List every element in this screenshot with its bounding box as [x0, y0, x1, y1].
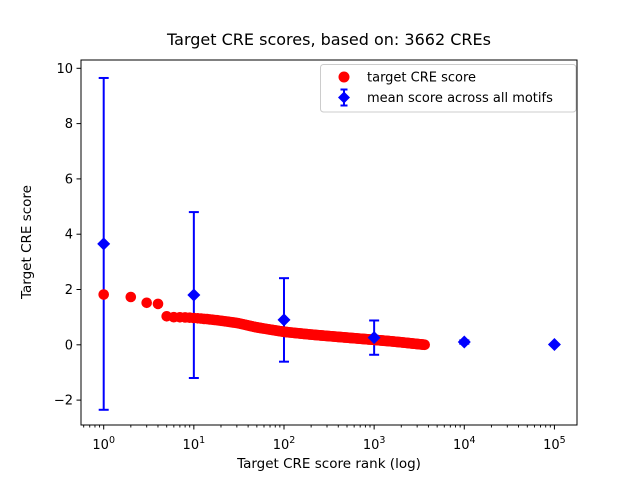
x-axis-label: Target CRE score rank (log) [236, 456, 421, 472]
y-tick-label: 10 [56, 62, 73, 77]
y-tick-label: 0 [65, 338, 73, 353]
mean-score-point [187, 288, 201, 302]
x-axis-major-ticks [103, 425, 555, 430]
legend-box [320, 64, 577, 113]
legend-target-score-label: target CRE score [367, 71, 476, 86]
x-axis-tick-labels: 100 101 102 103 104 105 [92, 435, 565, 453]
mean-score-series [97, 237, 561, 352]
y-tick-label: 6 [65, 172, 73, 187]
legend-target-score-marker-icon [338, 71, 350, 83]
x-tick-label: 103 [363, 435, 386, 453]
legend: target CRE score mean score across all m… [320, 64, 577, 113]
y-axis-label: Target CRE score [19, 185, 35, 300]
y-tick-label: 4 [65, 228, 73, 243]
mean-score-point [367, 331, 381, 345]
x-tick-label: 101 [183, 435, 206, 453]
y-tick-label: 8 [65, 117, 73, 132]
axes-frame [80, 59, 578, 426]
x-tick-label: 102 [273, 435, 296, 453]
legend-mean-score-marker-icon [338, 88, 350, 107]
mean-score-point [457, 335, 471, 349]
chart-title: Target CRE scores, based on: 3662 CREs [166, 30, 491, 49]
plot-area [81, 60, 577, 425]
y-tick-label: −2 [54, 394, 73, 409]
x-tick-label: 104 [453, 435, 476, 453]
y-axis-major-ticks [76, 67, 81, 401]
mean-score-point [277, 313, 291, 327]
x-tick-label: 105 [543, 435, 566, 453]
x-tick-label: 100 [92, 435, 115, 453]
legend-mean-score-label: mean score across all motifs [367, 91, 553, 106]
mean-score-point [97, 237, 111, 251]
mean-score-point [547, 338, 561, 352]
y-axis-tick-labels: −2 0 2 4 6 8 10 [54, 62, 73, 409]
y-tick-label: 2 [65, 283, 73, 298]
